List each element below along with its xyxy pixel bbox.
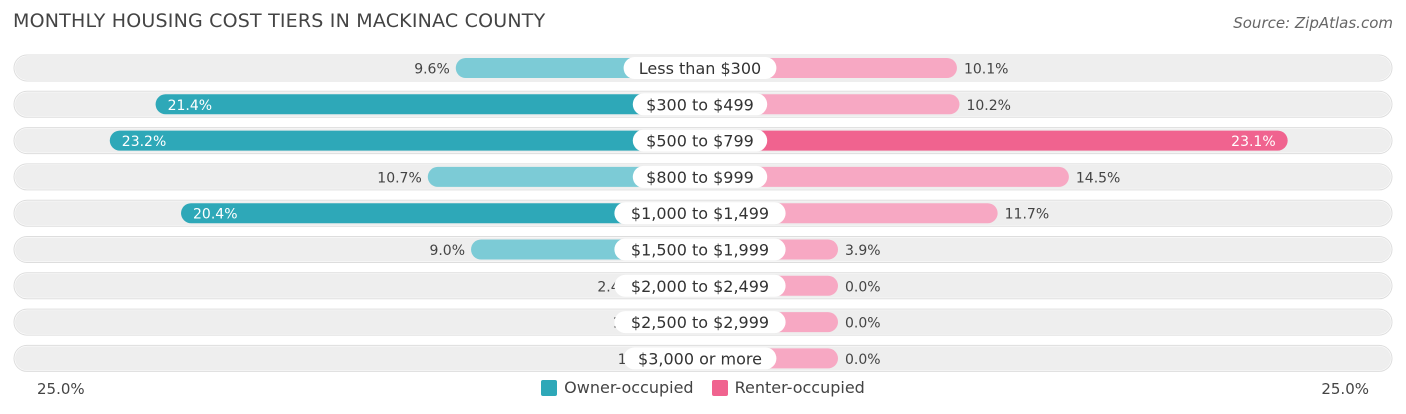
- category-label: $300 to $499: [646, 95, 754, 114]
- category-pill: [614, 311, 786, 334]
- bar-owner-occupied: [155, 94, 713, 115]
- legend-swatch-renter: [711, 379, 728, 396]
- category-pill: [614, 202, 786, 225]
- category-pill: [632, 129, 768, 152]
- data-label-owner: 10.7%: [377, 170, 421, 186]
- chart-row: 1.6%0.0%$3,000 or more: [13, 344, 1393, 372]
- bar-owner-occupied: [109, 130, 713, 151]
- data-label-owner: 9.6%: [414, 62, 450, 78]
- chart-row: 10.7% 14.5% $800 to $999: [13, 163, 1393, 191]
- category-label: Less than $300: [639, 59, 761, 78]
- category-label: $2,500 to $2,999: [631, 313, 769, 332]
- data-label-renter: 10.2%: [966, 98, 1010, 114]
- category-pill: [623, 57, 777, 79]
- category-pill: [623, 347, 777, 370]
- chart-row: 20.4% 11.7% $1,000 to $1,499: [13, 199, 1393, 227]
- data-label-owner: 23.2%: [122, 134, 166, 150]
- category-label: $2,000 to $2,499: [631, 277, 769, 296]
- category-pill: [632, 93, 768, 116]
- category-pill: [614, 238, 786, 261]
- data-label-renter: 0.0%: [845, 279, 881, 295]
- chart-row: 1.8%0.0%$2,500 to $2,999: [13, 308, 1393, 336]
- legend-item-owner: Owner-occupied: [541, 378, 694, 397]
- legend-label-renter: Renter-occupied: [734, 378, 865, 397]
- legend-item-renter: Renter-occupied: [711, 378, 865, 397]
- data-label-renter: 14.5%: [1076, 170, 1120, 186]
- chart-title: MONTHLY HOUSING COST TIERS IN MACKINAC C…: [13, 10, 546, 32]
- data-label-renter: 3.9%: [845, 243, 881, 259]
- legend-label-owner: Owner-occupied: [564, 378, 694, 397]
- data-label-renter: 0.0%: [845, 316, 881, 332]
- data-label-renter: 10.1%: [964, 62, 1008, 78]
- category-label: $800 to $999: [646, 168, 754, 187]
- bar-renter-occupied: [688, 130, 1288, 151]
- category-label: $500 to $799: [646, 132, 754, 151]
- chart-row: 9.0% 3.9% $1,500 to $1,999: [13, 236, 1393, 263]
- data-label-renter: 23.1%: [1231, 134, 1275, 150]
- category-label: $3,000 or more: [638, 349, 762, 368]
- axis-label-right: 25.0%: [1321, 380, 1369, 398]
- chart-row: 2.4%0.0%$2,000 to $2,499: [13, 272, 1393, 300]
- data-label-renter: 11.7%: [1005, 207, 1049, 223]
- axis-label-left: 25.0%: [37, 380, 85, 398]
- chart-legend: Owner-occupied Renter-occupied: [0, 378, 1406, 397]
- category-pill: [614, 274, 786, 297]
- bar-renter-occupied: [688, 166, 1069, 187]
- chart-row: 21.4% 10.2% $300 to $499: [13, 90, 1393, 118]
- chart-row: 9.6% 10.1% Less than $300: [13, 54, 1393, 82]
- category-label: $1,500 to $1,999: [631, 241, 769, 260]
- data-label-owner: 21.4%: [168, 98, 212, 114]
- category-label: $1,000 to $1,499: [631, 204, 769, 223]
- data-label-owner: 9.0%: [429, 243, 465, 259]
- data-label-renter: 0.0%: [845, 352, 881, 368]
- bar-owner-occupied: [181, 203, 713, 224]
- chart-source: Source: ZipAtlas.com: [1233, 14, 1393, 32]
- category-pill: [632, 165, 768, 188]
- legend-swatch-owner: [541, 379, 558, 396]
- chart-row: 23.2% 23.1% $500 to $799: [13, 127, 1393, 155]
- data-label-owner: 20.4%: [193, 207, 237, 223]
